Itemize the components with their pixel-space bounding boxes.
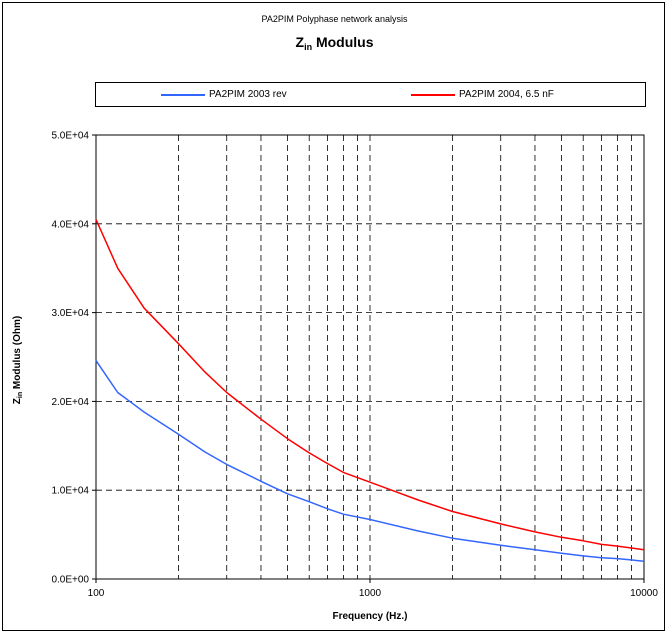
y-tick-label: 0.0E+00 — [51, 575, 89, 586]
ylabel-main: Z — [12, 398, 23, 405]
legend-swatch-2003 — [161, 93, 205, 96]
title-subscript: in — [304, 42, 313, 52]
series-line-1 — [95, 219, 645, 551]
chart-title: Zin Modulus — [0, 34, 669, 52]
ylabel-subscript: in — [17, 391, 24, 399]
y-tick-label: 5.0E+04 — [51, 131, 89, 142]
y-tick-label: 3.0E+04 — [51, 308, 89, 319]
x-axis-label: Frequency (Hz.) — [332, 611, 408, 622]
y-tick-label: 4.0E+04 — [51, 219, 89, 230]
series-line-0 — [95, 360, 645, 562]
title-main: Z — [295, 34, 305, 50]
legend-entry-2004: PA2PIM 2004, 6.5 nF — [411, 89, 554, 100]
y-tick-label: 1.0E+04 — [51, 486, 89, 497]
title-rest: Modulus — [312, 34, 374, 50]
x-tick-label: 1000 — [359, 588, 382, 599]
legend-swatch-2004 — [411, 93, 455, 96]
chart-supertitle: PA2PIM Polyphase network analysis — [261, 14, 408, 24]
legend-entry-2003: PA2PIM 2003 rev — [161, 89, 287, 100]
legend-label-2004: PA2PIM 2004, 6.5 nF — [459, 89, 554, 100]
legend-label-2003: PA2PIM 2003 rev — [209, 89, 287, 100]
ylabel-rest: Modulus (Ohm) — [12, 315, 23, 392]
y-tick-label: 2.0E+04 — [51, 397, 89, 408]
chart-legend: PA2PIM 2003 rev PA2PIM 2004, 6.5 nF — [95, 82, 646, 107]
x-tick-label: 100 — [88, 588, 105, 599]
y-axis-label: Zin Modulus (Ohm) — [12, 316, 24, 404]
x-tick-label: 10000 — [630, 588, 658, 599]
